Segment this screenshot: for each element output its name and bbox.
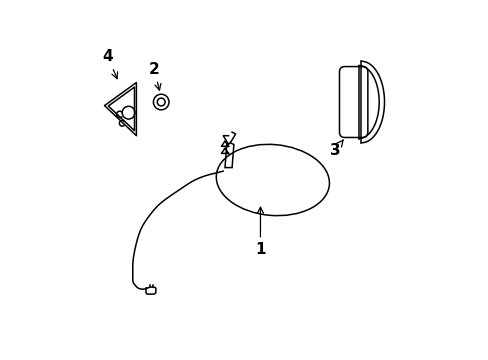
Text: 1: 1 <box>255 207 265 257</box>
Text: 4: 4 <box>102 49 117 79</box>
Text: 3: 3 <box>329 140 343 158</box>
Text: 2: 2 <box>148 62 161 90</box>
